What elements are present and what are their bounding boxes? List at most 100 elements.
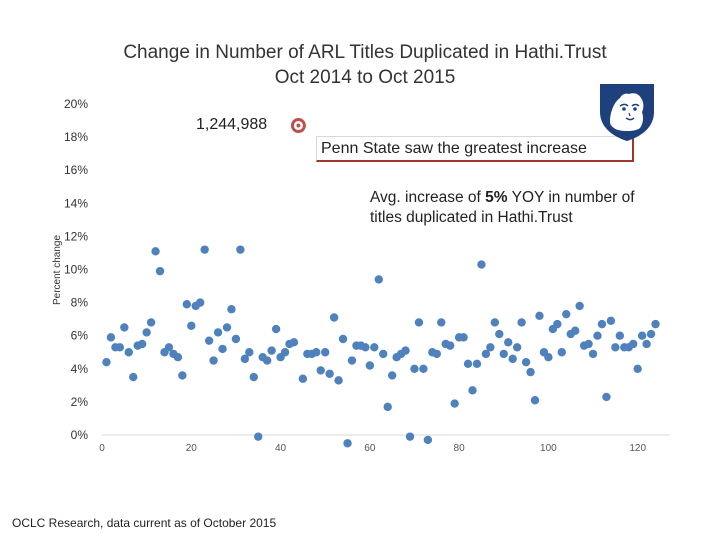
x-tick-label: 20 — [186, 443, 198, 454]
data-point — [374, 275, 383, 284]
data-point — [481, 349, 491, 359]
data-point — [187, 321, 196, 330]
data-point — [646, 329, 656, 339]
data-point — [227, 305, 236, 314]
data-point — [271, 324, 281, 334]
data-point — [642, 339, 651, 349]
data-point — [584, 339, 593, 349]
data-point — [383, 402, 392, 412]
data-point — [419, 364, 428, 373]
data-point — [338, 334, 348, 344]
x-tick-label: 120 — [629, 443, 646, 454]
data-point — [204, 336, 214, 345]
data-point — [629, 339, 638, 349]
data-point — [606, 316, 616, 326]
data-point — [379, 349, 388, 359]
data-point — [387, 371, 397, 380]
data-point — [231, 334, 241, 344]
data-point — [459, 333, 468, 342]
data-point — [544, 353, 553, 362]
data-point — [196, 298, 205, 307]
data-point — [437, 318, 446, 327]
data-point — [468, 386, 477, 395]
data-point — [289, 338, 299, 347]
y-tick-label: 8% — [71, 296, 89, 310]
data-point — [401, 346, 410, 355]
data-point — [262, 356, 272, 365]
data-point — [245, 348, 254, 357]
data-point — [637, 331, 647, 340]
data-point — [486, 343, 495, 352]
data-point — [535, 311, 544, 321]
data-point — [477, 260, 486, 269]
data-point — [593, 331, 602, 340]
y-tick-label: 20% — [64, 97, 88, 111]
data-point — [240, 354, 250, 364]
chart-subtitle: Oct 2014 to Oct 2015 — [274, 67, 456, 88]
data-point — [209, 356, 218, 365]
data-point — [151, 247, 160, 256]
y-tick-label: 4% — [71, 362, 89, 376]
data-point — [124, 348, 133, 357]
data-point — [200, 245, 209, 254]
data-point — [343, 439, 352, 448]
data-point — [325, 369, 334, 378]
penn-state-callout: Penn State saw the greatest increase — [316, 136, 634, 162]
highlighted-point-center — [296, 123, 301, 128]
data-point — [615, 331, 625, 340]
points-layer — [102, 118, 660, 448]
data-point — [236, 245, 245, 254]
data-point — [597, 319, 607, 329]
max-value-callout: 1,244,988 — [196, 116, 268, 133]
data-point — [508, 354, 517, 364]
chart-title: Change in Number of ARL Titles Duplicate… — [123, 42, 607, 63]
data-point — [164, 343, 174, 352]
y-tick-label: 10% — [64, 263, 88, 277]
data-point — [249, 372, 258, 382]
data-point — [178, 371, 187, 380]
y-axis-label: Percent change — [52, 235, 63, 305]
data-point — [651, 319, 660, 329]
data-point — [298, 374, 308, 383]
y-tick-label: 12% — [64, 229, 88, 243]
data-point — [280, 348, 290, 357]
data-point — [218, 344, 227, 354]
y-tick-label: 6% — [71, 329, 89, 343]
data-point — [254, 432, 263, 441]
y-tick-label: 2% — [71, 395, 89, 409]
data-point — [504, 338, 513, 347]
data-point — [405, 432, 415, 441]
data-point — [633, 364, 642, 373]
data-point — [575, 301, 584, 311]
data-point — [495, 329, 504, 339]
data-point — [312, 348, 321, 357]
data-point — [321, 348, 330, 357]
x-tick-label: 0 — [99, 443, 105, 454]
data-point — [499, 349, 508, 359]
data-point — [512, 343, 522, 352]
source-note: OCLC Research, data current as of Octobe… — [12, 516, 277, 530]
data-point — [530, 396, 540, 405]
data-point — [562, 309, 571, 319]
y-tick-label: 18% — [64, 130, 88, 144]
avg-callout-value: 5% — [485, 189, 508, 206]
data-point — [611, 343, 620, 352]
data-point — [370, 343, 379, 352]
data-point — [142, 328, 151, 337]
data-point — [472, 359, 482, 369]
x-tick-label: 80 — [454, 443, 466, 454]
data-point — [173, 353, 183, 362]
data-point — [526, 367, 535, 377]
data-point — [553, 319, 562, 329]
data-point — [106, 333, 116, 342]
data-point — [365, 361, 375, 370]
x-tick-label: 40 — [275, 443, 287, 454]
data-point — [445, 341, 455, 350]
data-point — [361, 343, 370, 352]
data-point — [347, 356, 357, 365]
data-point — [329, 313, 339, 322]
data-point — [102, 357, 111, 367]
data-point — [146, 318, 156, 327]
